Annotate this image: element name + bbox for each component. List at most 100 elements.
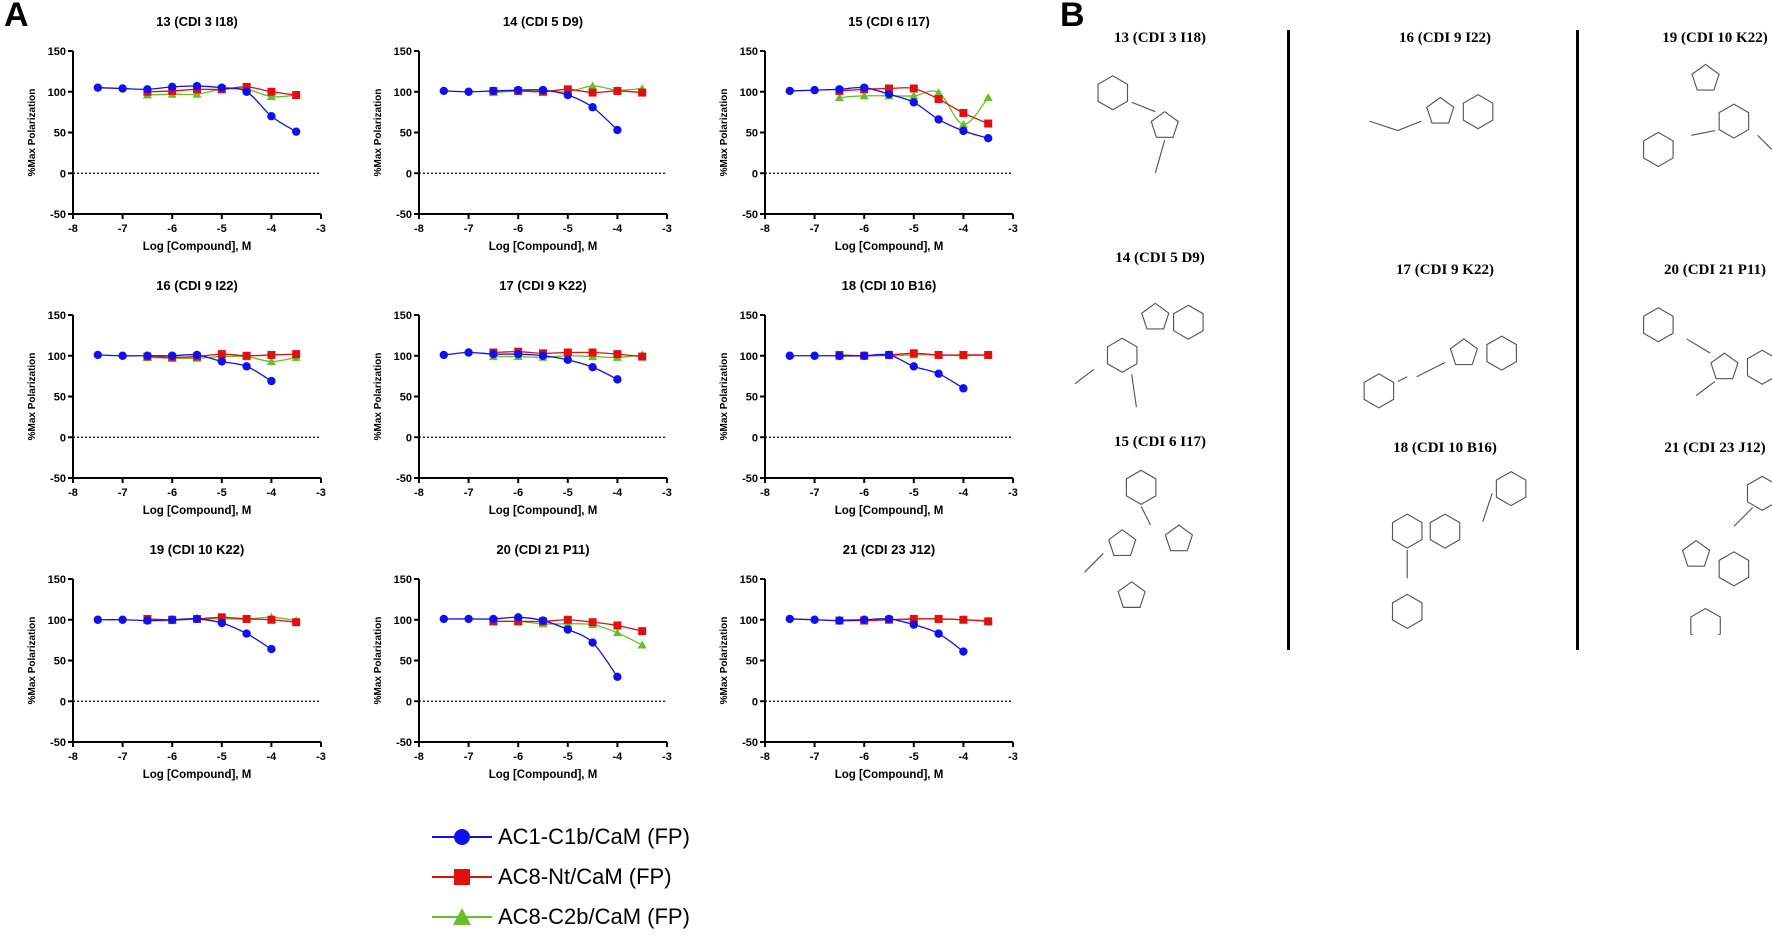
structure-14: 14 (CDI 5 D9) bbox=[1040, 250, 1280, 445]
x-tick-label: -5 bbox=[217, 223, 227, 235]
ring-bond bbox=[1449, 338, 1479, 366]
data-point-ac8-c2b bbox=[859, 91, 869, 100]
x-tick-label: -6 bbox=[167, 751, 177, 763]
x-tick-label: -4 bbox=[959, 487, 970, 499]
ring-bond bbox=[1486, 335, 1517, 371]
data-point-ac8-nt bbox=[638, 627, 647, 636]
data-point-ac1 bbox=[514, 85, 523, 95]
data-point-ac1 bbox=[93, 350, 103, 360]
data-point-ac8-nt bbox=[242, 351, 251, 360]
data-point-ac1 bbox=[514, 613, 523, 622]
data-point-ac8-c2b bbox=[983, 92, 993, 101]
x-tick-label: -5 bbox=[563, 487, 573, 499]
data-point-ac1 bbox=[613, 375, 622, 384]
data-point-ac8-c2b bbox=[266, 92, 276, 101]
y-tick-label: 150 bbox=[48, 574, 66, 586]
data-point-ac8-nt bbox=[984, 617, 993, 626]
structure-title: 13 (CDI 3 I18) bbox=[1113, 30, 1207, 46]
data-point-ac1 bbox=[984, 134, 993, 143]
chart-svg: 16 (CDI 9 I22) 150 100 50 0 -50-8 -7 -6 -5 -4 -3 Lo… bbox=[27, 278, 326, 517]
data-point-ac1 bbox=[267, 112, 276, 121]
chart-19: 19 (CDI 10 K22) 150 100 50 0 -50 -8 -7 -6 -5 -4 -3 L… bbox=[0, 528, 326, 781]
x-tick-label: -6 bbox=[513, 751, 523, 763]
structure-19: 19 (CDI 10 K22) bbox=[1595, 30, 1772, 225]
data-point-ac1 bbox=[959, 647, 968, 656]
x-tick-label: -7 bbox=[464, 487, 474, 499]
data-point-ac1 bbox=[835, 85, 844, 94]
x-tick-label: -4 bbox=[267, 223, 278, 235]
structure-title: 14 (CDI 5 D9) bbox=[1115, 250, 1205, 266]
x-tick-label: -8 bbox=[760, 751, 770, 763]
x-tick-label: -8 bbox=[760, 487, 770, 499]
ring-bond bbox=[1106, 337, 1138, 373]
y-tick-label: 0 bbox=[60, 168, 66, 180]
x-tick-label: -7 bbox=[810, 487, 820, 499]
data-point-ac8-nt bbox=[638, 352, 647, 361]
data-point-ac1 bbox=[588, 103, 597, 112]
ring-bond bbox=[1391, 593, 1423, 630]
structure-20: 20 (CDI 21 P11) bbox=[1595, 262, 1772, 457]
ring-bond bbox=[1691, 63, 1720, 91]
data-point-ac8-nt bbox=[242, 614, 251, 623]
data-point-ac8-nt bbox=[588, 618, 597, 627]
y-tick-label: 100 bbox=[740, 615, 758, 627]
data-point-ac1 bbox=[563, 625, 572, 634]
structure-18: 18 (CDI 10 B16) bbox=[1325, 440, 1565, 635]
data-point-ac1 bbox=[464, 614, 473, 624]
y-tick-label: 100 bbox=[48, 615, 66, 627]
legend-circle-marker-icon bbox=[432, 829, 492, 845]
y-tick-label: 0 bbox=[406, 168, 412, 180]
data-point-ac8-c2b bbox=[588, 81, 598, 90]
chart-title: 13 (CDI 3 I18) bbox=[156, 14, 238, 29]
chart-title: 17 (CDI 9 K22) bbox=[499, 278, 586, 293]
y-tick-label: -50 bbox=[396, 737, 412, 749]
data-point-ac1 bbox=[242, 629, 251, 638]
ring-bond bbox=[1718, 551, 1750, 587]
data-point-ac8-nt bbox=[563, 85, 572, 94]
x-tick-label: -7 bbox=[810, 751, 820, 763]
ring-bond bbox=[1117, 581, 1146, 608]
panel-b-label: B bbox=[1060, 0, 1085, 34]
data-point-ac1 bbox=[489, 349, 498, 359]
y-tick-label: -50 bbox=[742, 737, 758, 749]
data-point-ac8-nt bbox=[959, 615, 968, 624]
chemical-structure-drawing bbox=[1369, 94, 1494, 132]
chart-title: 20 (CDI 21 P11) bbox=[496, 542, 589, 557]
ring-bond bbox=[1462, 94, 1494, 130]
data-point-ac8-c2b bbox=[834, 92, 844, 101]
x-tick-label: -5 bbox=[563, 751, 573, 763]
legend: AC1-C1b/CaM (FP) AC8-Nt/CaM (FP) AC8-C2b… bbox=[428, 822, 758, 942]
chart-svg: 21 (CDI 23 J12) 150 100 50 0 -50-8 -7 -6 -5 -4 -3 L… bbox=[719, 542, 1018, 781]
data-point-ac8-nt bbox=[934, 95, 943, 104]
data-point-ac1 bbox=[168, 82, 177, 92]
data-point-ac1 bbox=[884, 614, 894, 624]
data-point-ac8-c2b bbox=[612, 628, 622, 637]
x-tick-label: -8 bbox=[414, 223, 424, 235]
data-point-ac1 bbox=[217, 618, 226, 628]
structure-title: 20 (CDI 21 P11) bbox=[1663, 262, 1767, 278]
chart-17: 17 (CDI 9 K22) 150 100 50 0 -50 -8 -7 -6 -5 -4 -3 Lo… bbox=[346, 264, 672, 517]
x-tick-label: -8 bbox=[414, 751, 424, 763]
data-point-ac1 bbox=[514, 349, 523, 359]
x-tick-label: -5 bbox=[563, 223, 573, 235]
y-tick-label: 50 bbox=[746, 392, 758, 404]
bond bbox=[1686, 338, 1711, 354]
data-point-ac8-nt bbox=[909, 349, 918, 358]
data-point-ac1 bbox=[563, 355, 572, 365]
x-tick-label: -3 bbox=[316, 487, 326, 499]
chemical-structure-drawing bbox=[1363, 335, 1517, 409]
ring-bond bbox=[1125, 469, 1157, 505]
y-tick-label: 0 bbox=[406, 432, 412, 444]
data-point-ac1 bbox=[959, 126, 968, 136]
x-tick-label: -4 bbox=[267, 751, 278, 763]
data-point-ac1 bbox=[835, 616, 844, 625]
data-point-ac1 bbox=[538, 351, 548, 360]
x-tick-label: -6 bbox=[859, 751, 869, 763]
y-axis-label: %Max Polarization bbox=[27, 353, 38, 441]
data-point-ac1 bbox=[168, 351, 177, 360]
data-point-ac8-nt bbox=[563, 615, 572, 624]
x-tick-label: -5 bbox=[217, 751, 227, 763]
bond bbox=[1074, 368, 1095, 385]
structure-title: 15 (CDI 6 I17) bbox=[1113, 434, 1207, 450]
bond bbox=[1131, 374, 1137, 408]
